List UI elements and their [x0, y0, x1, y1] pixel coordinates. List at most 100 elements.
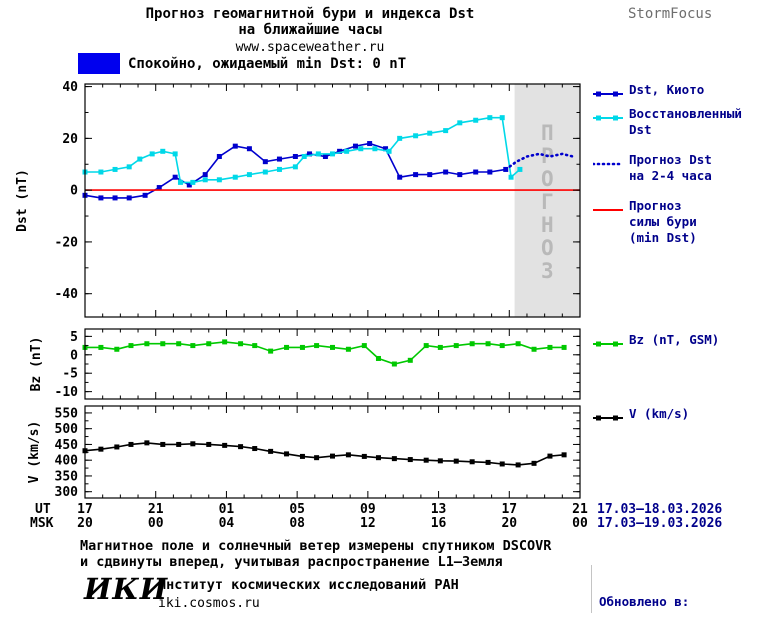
updated-label: Обновлено в:	[599, 594, 690, 609]
title-line1: Прогноз геомагнитной бури и индекса Dst	[145, 6, 475, 22]
series-marker	[487, 169, 493, 175]
series-marker	[172, 174, 178, 180]
series-line	[85, 341, 565, 365]
series-marker	[292, 153, 298, 159]
series-marker	[508, 174, 514, 180]
series-marker	[457, 120, 463, 126]
series-marker	[361, 343, 367, 349]
series-marker	[160, 148, 166, 154]
forecast-region-label: П	[541, 121, 554, 145]
series-marker	[499, 343, 505, 349]
series-marker	[206, 441, 212, 447]
series-marker	[423, 457, 429, 463]
series-marker	[413, 172, 419, 178]
series-marker	[314, 343, 320, 349]
x-tick-label: 00	[572, 516, 588, 531]
series-line	[85, 116, 521, 184]
series-marker	[276, 166, 282, 172]
series-marker	[186, 182, 192, 188]
forecast-region	[514, 84, 580, 317]
page-title: Прогноз геомагнитной бури и индекса Dst …	[20, 6, 600, 56]
series-marker	[345, 346, 351, 352]
status-swatch	[78, 53, 120, 74]
note-line1: Магнитное поле и солнечный ветер измерен…	[80, 538, 552, 554]
series-marker	[307, 151, 313, 157]
series-marker	[386, 148, 392, 154]
series-marker	[383, 146, 389, 152]
x-tick-label: 20	[501, 516, 517, 531]
y-tick-label: 20	[62, 132, 78, 147]
series-marker	[499, 461, 505, 467]
y-tick-label: 500	[55, 422, 79, 437]
note-line2: и сдвинуты вперед, учитывая распростране…	[80, 554, 503, 570]
series-marker	[391, 456, 397, 462]
series-marker	[367, 141, 373, 147]
series-marker	[423, 343, 429, 349]
x-tick-label: 04	[219, 516, 235, 531]
iki-site-link[interactable]: iki.cosmos.ru	[158, 596, 260, 611]
y-tick-label: 5	[70, 330, 78, 345]
x-tick-label: 00	[148, 516, 164, 531]
panel-frame	[84, 328, 581, 400]
x-tick-label: 09	[360, 502, 376, 517]
panel-frame	[84, 83, 581, 318]
forecast-region-label: О	[541, 167, 554, 191]
series-marker	[330, 151, 335, 157]
series-marker	[176, 441, 182, 447]
series-marker	[238, 444, 244, 450]
status-row: Спокойно, ожидаемый min Dst: 0 nT	[78, 53, 406, 74]
series-marker	[190, 343, 196, 349]
series-marker	[330, 453, 335, 459]
series-marker	[216, 177, 222, 183]
series-marker	[517, 166, 523, 172]
series-marker	[375, 455, 381, 461]
series-marker	[268, 448, 274, 454]
series-marker	[177, 179, 183, 185]
y-tick-label: -20	[55, 235, 79, 250]
series-marker	[413, 133, 419, 139]
series-marker	[144, 341, 150, 347]
x-tick-label: 17	[501, 502, 517, 517]
legend-label: на 2-4 часа	[629, 168, 712, 183]
x-tick-label: 17.03–18.03.2026	[597, 502, 722, 517]
bz-swatch-icon	[593, 335, 623, 354]
series-marker	[299, 344, 305, 350]
series-marker	[98, 195, 104, 201]
series-marker	[202, 172, 208, 178]
restored-dst-swatch-icon	[593, 109, 623, 128]
x-axis-labels: 17202100010405080912131617202100UTMSK17.…	[30, 502, 722, 531]
footer-divider	[591, 565, 592, 613]
series-marker	[397, 135, 403, 141]
series-marker	[322, 153, 328, 159]
series-marker	[232, 174, 238, 180]
series-marker	[473, 117, 479, 123]
legend-label: Прогноз Dst	[629, 152, 712, 167]
x-tick-label: 20	[77, 516, 93, 531]
series-marker	[98, 446, 104, 452]
series-marker	[238, 341, 244, 347]
chart-panel-1: 5 0 -5 -10 Bz (nT)	[29, 328, 581, 400]
series-marker	[372, 146, 378, 152]
series-marker	[202, 177, 208, 183]
series-marker	[176, 341, 182, 347]
forecast-dst-swatch-icon	[591, 155, 625, 174]
legend-item-bz: Bz (nT, GSM)	[593, 332, 719, 354]
spaceweather-link[interactable]: www.spaceweather.ru	[235, 40, 385, 55]
series-marker	[443, 128, 449, 134]
series-marker	[487, 115, 493, 121]
series-marker	[98, 344, 104, 350]
brand-label: StormFocus	[628, 6, 713, 22]
y-tick-label: 450	[55, 438, 79, 453]
series-marker	[469, 341, 475, 347]
x-tick-label: 05	[289, 502, 305, 517]
y-tick-label: 40	[62, 80, 78, 95]
y-tick-label: -5	[62, 367, 78, 382]
y-tick-label: 0	[70, 184, 78, 199]
series-marker	[453, 458, 459, 464]
series-marker	[246, 172, 252, 178]
y-axis-label: Dst (nT)	[15, 169, 30, 232]
legend-item-v: V (km/s)	[593, 406, 689, 428]
series-marker	[427, 172, 433, 178]
